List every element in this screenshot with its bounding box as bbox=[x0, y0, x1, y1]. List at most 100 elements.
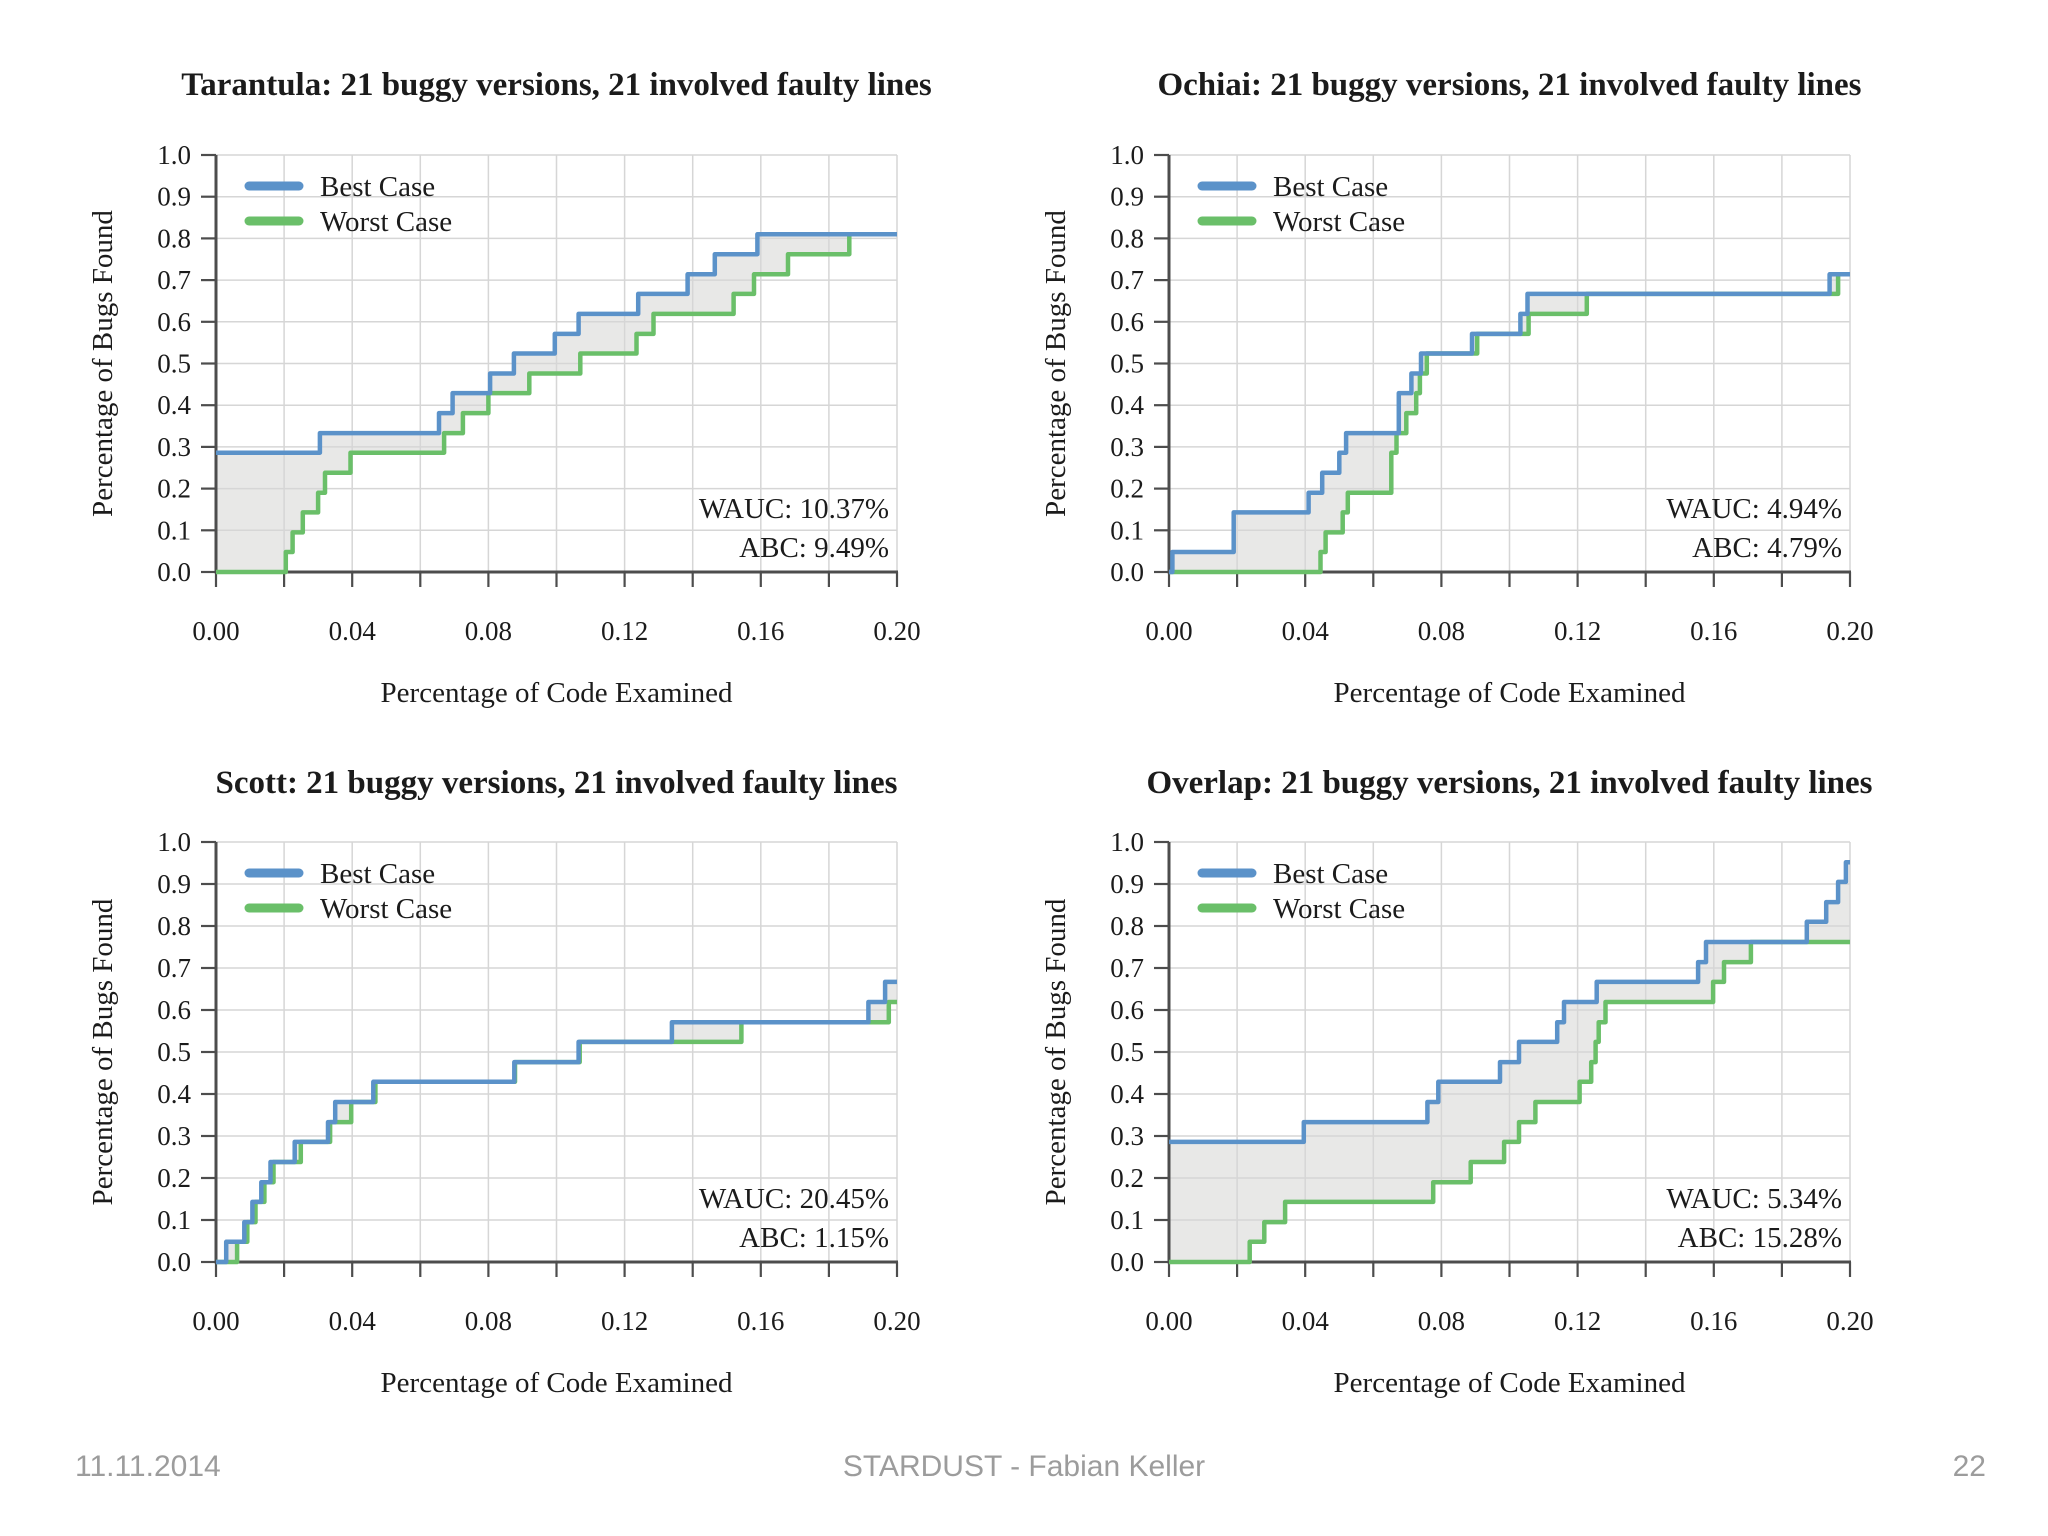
y-tick-label: 0.7 bbox=[1110, 265, 1144, 295]
y-tick-label: 0.8 bbox=[1110, 223, 1144, 253]
x-tick-label: 0.00 bbox=[1145, 1306, 1192, 1336]
chart-ochiai: 0.0 0.1 0.2 0.3 0.4 0.5 0.6 0.7 0.8 0.9 1.0 0.00 0.0… bbox=[1040, 67, 1874, 709]
y-tick-label: 0.5 bbox=[157, 1037, 191, 1067]
y-tick-label: 0.6 bbox=[157, 995, 191, 1025]
axes bbox=[1154, 840, 1852, 1277]
wauc-annotation: WAUC: 5.34% bbox=[1666, 1183, 1842, 1215]
y-tick-label: 0.0 bbox=[1110, 1247, 1144, 1277]
best-case-line bbox=[216, 231, 897, 455]
legend-label-worst: Worst Case bbox=[320, 893, 452, 925]
x-tick-label: 0.08 bbox=[465, 616, 512, 646]
worst-case-line bbox=[216, 231, 897, 575]
footer-author: STARDUST - Fabian Keller bbox=[842, 1450, 1206, 1483]
x-axis-label: Percentage of Code Examined bbox=[381, 1367, 733, 1399]
legend: Best Case Worst Case bbox=[244, 858, 452, 925]
x-tick-label: 0.12 bbox=[601, 616, 648, 646]
legend-label-best: Best Case bbox=[1273, 858, 1388, 890]
legend: Best Case Worst Case bbox=[1197, 171, 1405, 238]
legend: Best Case Worst Case bbox=[244, 171, 452, 238]
slide-footer: 11.11.2014 STARDUST - Fabian Keller 22 bbox=[0, 1446, 2048, 1490]
y-tick-label: 0.8 bbox=[157, 223, 191, 253]
y-tick-label: 0.0 bbox=[157, 1247, 191, 1277]
plot-area-scott: 0.0 0.1 0.2 0.3 0.4 0.5 0.6 0.7 0.8 0.9 1.0 0.00 0.0… bbox=[157, 827, 920, 1336]
y-tick-label: 0.0 bbox=[157, 557, 191, 587]
y-tick-label: 0.3 bbox=[1110, 1121, 1144, 1151]
best-case-line bbox=[1169, 859, 1850, 1145]
legend-label-worst: Worst Case bbox=[320, 206, 452, 238]
y-tick-label: 0.5 bbox=[1110, 349, 1144, 379]
x-tick-label: 0.16 bbox=[1690, 616, 1737, 646]
legend-label-best: Best Case bbox=[320, 171, 435, 203]
y-axis-label: Percentage of Bugs Found bbox=[1040, 898, 1072, 1205]
x-axis-label: Percentage of Code Examined bbox=[381, 677, 733, 709]
y-tick-label: 0.1 bbox=[1110, 1205, 1144, 1235]
legend: Best Case Worst Case bbox=[1197, 858, 1405, 925]
x-tick-label: 0.00 bbox=[192, 616, 239, 646]
x-tick-label: 0.20 bbox=[1826, 1306, 1873, 1336]
chart-overlap: 0.0 0.1 0.2 0.3 0.4 0.5 0.6 0.7 0.8 0.9 1.0 0.00 0.0… bbox=[1040, 765, 1874, 1399]
best-case-line bbox=[216, 979, 897, 1265]
worst-case-line bbox=[1169, 272, 1850, 575]
legend-label-worst: Worst Case bbox=[1273, 206, 1405, 238]
y-tick-label: 0.7 bbox=[157, 265, 191, 295]
wauc-annotation: WAUC: 10.37% bbox=[699, 493, 889, 525]
x-tick-label: 0.04 bbox=[1282, 1306, 1330, 1336]
footer-date: 11.11.2014 bbox=[75, 1450, 221, 1483]
x-tick-label: 0.20 bbox=[1826, 616, 1873, 646]
x-tick-label: 0.20 bbox=[873, 1306, 920, 1336]
plot-area-ochiai: 0.0 0.1 0.2 0.3 0.4 0.5 0.6 0.7 0.8 0.9 1.0 0.00 0.0… bbox=[1110, 140, 1873, 646]
y-tick-label: 0.8 bbox=[1110, 911, 1144, 941]
best-worst-band bbox=[1169, 274, 1850, 572]
chart-title: Tarantula: 21 buggy versions, 21 involve… bbox=[181, 67, 932, 103]
chart-title: Overlap: 21 buggy versions, 21 involved … bbox=[1146, 765, 1872, 801]
y-tick-label: 0.6 bbox=[157, 307, 191, 337]
chart-title: Scott: 21 buggy versions, 21 involved fa… bbox=[215, 765, 897, 801]
x-axis-label: Percentage of Code Examined bbox=[1334, 1367, 1686, 1399]
y-tick-label: 0.9 bbox=[1110, 869, 1144, 899]
y-tick-label: 1.0 bbox=[157, 140, 191, 170]
y-tick-label: 0.9 bbox=[1110, 182, 1144, 212]
x-tick-label: 0.20 bbox=[873, 616, 920, 646]
abc-annotation: ABC: 9.49% bbox=[739, 532, 889, 564]
gridlines bbox=[1169, 841, 1851, 1262]
x-tick-label: 0.16 bbox=[1690, 1306, 1737, 1336]
y-tick-label: 0.3 bbox=[1110, 432, 1144, 462]
wauc-annotation: WAUC: 4.94% bbox=[1666, 493, 1842, 525]
y-tick-label: 0.4 bbox=[1110, 390, 1144, 420]
x-tick-label: 0.00 bbox=[1145, 616, 1192, 646]
y-tick-label: 0.7 bbox=[157, 953, 191, 983]
plot-area-tarantula: 0.0 0.1 0.2 0.3 0.4 0.5 0.6 0.7 0.8 0.9 1.0 0.00 0.0… bbox=[157, 140, 920, 646]
footer-page-number: 22 bbox=[1952, 1450, 1986, 1483]
y-tick-label: 0.2 bbox=[157, 1163, 191, 1193]
y-tick-label: 0.5 bbox=[1110, 1037, 1144, 1067]
y-tick-label: 0.1 bbox=[157, 515, 191, 545]
axes bbox=[201, 840, 899, 1277]
worst-case-line bbox=[1169, 939, 1850, 1265]
x-tick-label: 0.16 bbox=[737, 1306, 784, 1336]
y-tick-label: 0.3 bbox=[157, 1121, 191, 1151]
x-tick-label: 0.08 bbox=[1418, 616, 1465, 646]
x-tick-label: 0.04 bbox=[329, 616, 377, 646]
legend-label-worst: Worst Case bbox=[1273, 893, 1405, 925]
y-tick-label: 0.2 bbox=[157, 474, 191, 504]
y-tick-label: 0.1 bbox=[1110, 515, 1144, 545]
x-tick-label: 0.16 bbox=[737, 616, 784, 646]
abc-annotation: ABC: 15.28% bbox=[1678, 1222, 1842, 1254]
y-tick-label: 0.2 bbox=[1110, 1163, 1144, 1193]
y-tick-label: 0.7 bbox=[1110, 953, 1144, 983]
y-tick-label: 1.0 bbox=[157, 827, 191, 857]
gridlines bbox=[1169, 154, 1851, 572]
y-axis-label: Percentage of Bugs Found bbox=[1040, 210, 1072, 517]
y-tick-label: 0.3 bbox=[157, 432, 191, 462]
x-axis-label: Percentage of Code Examined bbox=[1334, 677, 1686, 709]
y-tick-label: 0.4 bbox=[157, 390, 191, 420]
y-tick-label: 0.6 bbox=[1110, 995, 1144, 1025]
chart-tarantula: 0.0 0.1 0.2 0.3 0.4 0.5 0.6 0.7 0.8 0.9 1.0 0.00 0.0… bbox=[87, 67, 932, 709]
y-tick-label: 0.1 bbox=[157, 1205, 191, 1235]
x-tick-label: 0.08 bbox=[1418, 1306, 1465, 1336]
y-tick-label: 0.9 bbox=[157, 182, 191, 212]
legend-label-best: Best Case bbox=[320, 858, 435, 890]
x-tick-label: 0.08 bbox=[465, 1306, 512, 1336]
y-tick-label: 0.8 bbox=[157, 911, 191, 941]
legend-label-best: Best Case bbox=[1273, 171, 1388, 203]
